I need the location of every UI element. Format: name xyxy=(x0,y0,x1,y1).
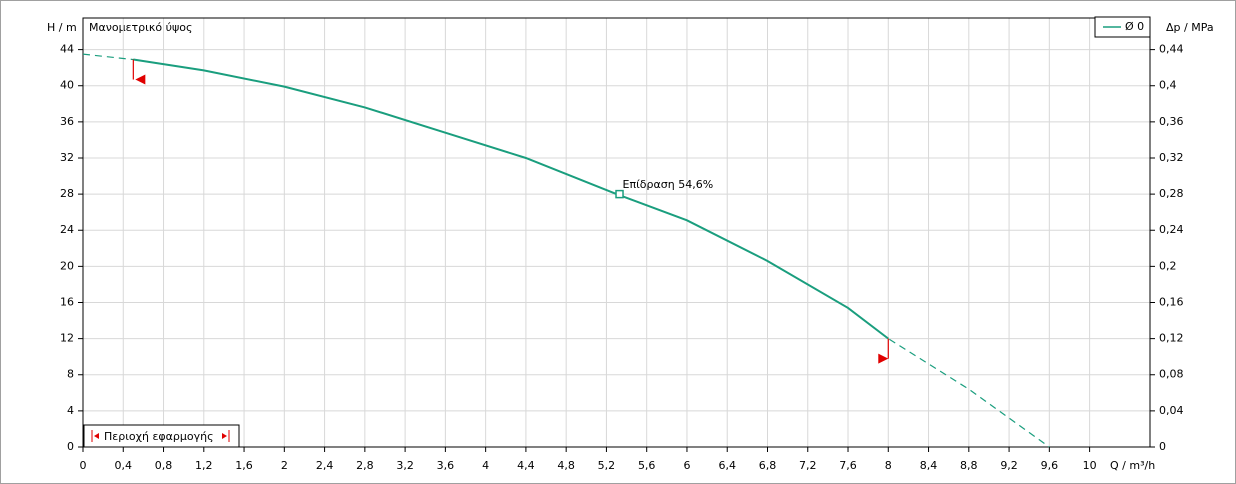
y2-tick-label: 0,32 xyxy=(1159,151,1184,164)
y2-tick-label: 0,04 xyxy=(1159,404,1184,417)
x-label: Q / m³/h xyxy=(1110,459,1155,472)
y-tick-label: 40 xyxy=(60,79,74,92)
y-label: H / m xyxy=(47,21,77,34)
y-tick-label: 28 xyxy=(60,187,74,200)
x-tick-label: 6,8 xyxy=(759,459,777,472)
range-legend-box xyxy=(83,424,240,448)
y2-tick-label: 0,36 xyxy=(1159,115,1184,128)
x-tick-label: 8,8 xyxy=(960,459,978,472)
legend-box xyxy=(1094,16,1151,38)
y-tick-label: 24 xyxy=(60,223,74,236)
x-tick-label: 9,6 xyxy=(1041,459,1059,472)
y2-tick-label: 0,4 xyxy=(1159,79,1177,92)
y-tick-label: 8 xyxy=(67,368,74,381)
range-legend-arrow xyxy=(94,433,99,439)
operating-point xyxy=(615,189,624,199)
x-tick-label: 5,6 xyxy=(638,459,656,472)
x-tick-label: 6,4 xyxy=(718,459,736,472)
y2-label: Δp / MPa xyxy=(1166,21,1214,34)
y-tick-label: 0 xyxy=(67,440,74,453)
y-tick-label: 12 xyxy=(60,332,74,345)
x-tick-label: 0,4 xyxy=(115,459,133,472)
legend-label: Ø 0 xyxy=(1125,20,1144,33)
operating-point-label: Επίδραση 54,6% xyxy=(623,178,714,191)
plot-border xyxy=(82,17,1151,448)
y2-tick-label: 0,12 xyxy=(1159,332,1184,345)
y2-tick-label: 0,44 xyxy=(1159,43,1184,56)
y2-tick-label: 0,08 xyxy=(1159,368,1184,381)
range-legend: Περιοχή εφαρμογής xyxy=(83,424,240,448)
x-tick-label: 4 xyxy=(482,459,489,472)
range-legend-label: Περιοχή εφαρμογής xyxy=(104,430,214,443)
y2-tick-label: 0 xyxy=(1159,440,1166,453)
curve xyxy=(133,58,889,340)
x-tick-label: 8,4 xyxy=(920,459,938,472)
y-tick-label: 32 xyxy=(60,151,74,164)
x-tick-label: 4,4 xyxy=(517,459,535,472)
x-tick-label: 9,2 xyxy=(1000,459,1018,472)
x-tick-label: 4,8 xyxy=(557,459,575,472)
x-tick-label: 2 xyxy=(281,459,288,472)
x-tick-label: 3,6 xyxy=(437,459,455,472)
x-tick-label: 3,2 xyxy=(396,459,414,472)
range-marker xyxy=(135,74,146,85)
x-tick-label: 8 xyxy=(885,459,892,472)
legend: Ø 0 xyxy=(1094,16,1151,38)
y-tick-label: 4 xyxy=(67,404,74,417)
y-title: Μανομετρικό ύψος xyxy=(89,21,192,34)
x-tick-label: 10 xyxy=(1083,459,1097,472)
x-tick-label: 2,4 xyxy=(316,459,334,472)
y-tick-label: 36 xyxy=(60,115,74,128)
y-tick-label: 16 xyxy=(60,295,74,308)
y2-tick-label: 0,28 xyxy=(1159,187,1184,200)
x-tick-label: 6 xyxy=(683,459,690,472)
y2-tick-label: 0,2 xyxy=(1159,259,1177,272)
x-tick-label: 0 xyxy=(80,459,87,472)
range-legend-arrow xyxy=(222,433,227,439)
y2-tick-label: 0,24 xyxy=(1159,223,1184,236)
y2-tick-label: 0,16 xyxy=(1159,295,1184,308)
x-tick-label: 2,8 xyxy=(356,459,374,472)
x-tick-label: 1,6 xyxy=(235,459,253,472)
x-tick-label: 7,2 xyxy=(799,459,817,472)
x-tick-label: 1,2 xyxy=(195,459,213,472)
y-tick-label: 44 xyxy=(60,43,74,56)
x-tick-label: 5,2 xyxy=(598,459,616,472)
range-marker xyxy=(878,353,889,364)
x-tick-label: 0,8 xyxy=(155,459,173,472)
y-tick-label: 20 xyxy=(60,259,74,272)
x-tick-label: 7,6 xyxy=(839,459,857,472)
